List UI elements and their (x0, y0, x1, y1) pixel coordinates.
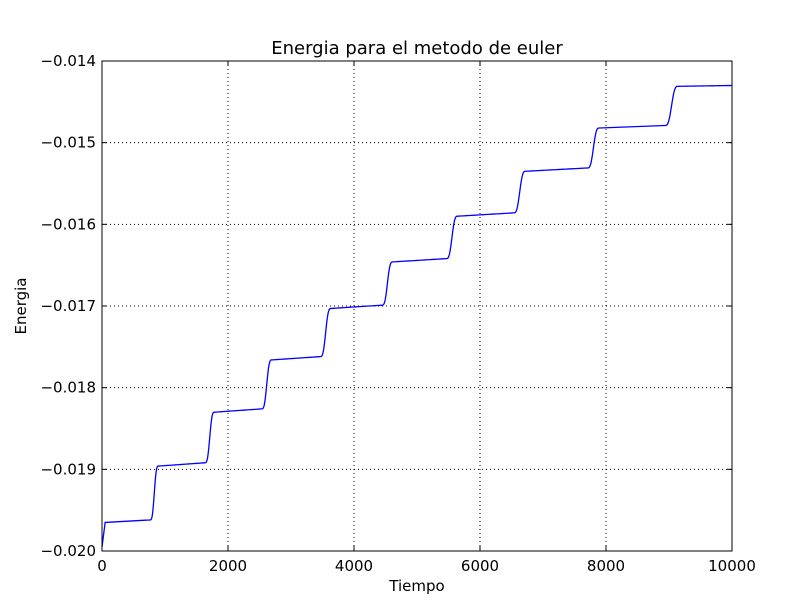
y-tick-label: −0.017 (40, 297, 96, 315)
energy-series-line (101, 84, 733, 548)
y-tick-label: −0.014 (40, 52, 96, 70)
x-tick-label: 0 (97, 557, 107, 575)
x-axis-label: Tiempo (388, 577, 444, 595)
y-tick-label: −0.015 (40, 134, 96, 152)
y-tick-label: −0.018 (40, 379, 96, 397)
grid (102, 61, 732, 551)
y-tick-label: −0.019 (40, 460, 96, 478)
x-tick-label: 8000 (587, 557, 625, 575)
y-axis-label: Energia (12, 278, 30, 335)
ticks: 0 2000 4000 6000 8000 10000 −0.020 −0.019 −0.018… (40, 52, 755, 575)
y-tick-label: −0.020 (40, 542, 96, 560)
series-group (101, 84, 733, 548)
x-tick-label: 2000 (209, 557, 247, 575)
x-tick-label: 4000 (335, 557, 373, 575)
chart-title: Energia para el metodo de euler (271, 38, 563, 59)
x-tick-label: 6000 (461, 557, 499, 575)
y-tick-label: −0.016 (40, 215, 96, 233)
x-tick-label: 10000 (708, 557, 756, 575)
